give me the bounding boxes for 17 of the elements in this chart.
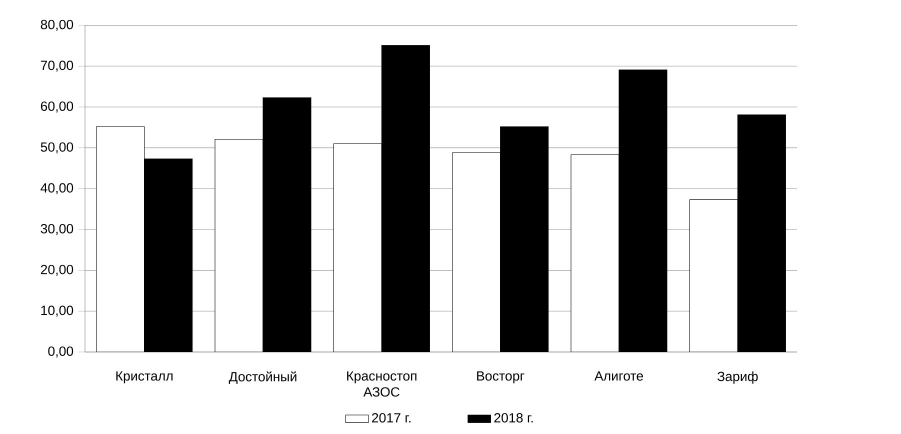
x-tick-label: Алиготе	[594, 371, 643, 381]
y-tick-label: 70,00	[40, 60, 74, 72]
y-tick-label: 40,00	[40, 183, 74, 194]
y-tick-label: 0,00	[48, 346, 74, 358]
y-tick-label: 20,00	[40, 264, 74, 276]
legend-label: 2018 г.	[494, 413, 533, 423]
x-tick-label: Зариф	[717, 371, 758, 384]
y-tick-label: 50,00	[40, 142, 74, 154]
x-tick-label: Восторг	[477, 371, 524, 384]
y-tick-label: 10,00	[41, 306, 74, 317]
legend-label: 2017 г.	[372, 413, 410, 423]
y-tick-label: 80,00	[40, 20, 74, 31]
y-tick-label: 30,00	[40, 224, 74, 236]
x-tick-label: Красностоп АЗОС	[347, 371, 416, 397]
x-tick-label: Достойный	[228, 371, 296, 384]
y-tick-label: 60,00	[40, 101, 74, 113]
x-tick-label: Кристалл	[116, 371, 173, 384]
